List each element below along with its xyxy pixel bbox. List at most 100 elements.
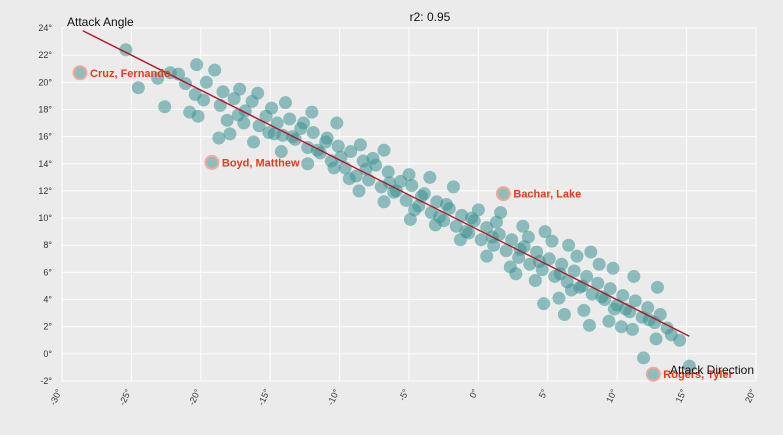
y-tick-label: 10° — [38, 213, 52, 223]
data-point — [306, 126, 320, 140]
data-point — [297, 116, 311, 130]
data-point — [233, 82, 247, 96]
data-point — [433, 210, 447, 224]
x-axis-title: Attack Direction — [670, 363, 754, 377]
data-point — [532, 255, 546, 269]
data-point — [327, 161, 341, 175]
data-point — [642, 313, 656, 327]
data-point — [577, 303, 591, 317]
data-point — [344, 145, 358, 159]
data-point — [592, 257, 606, 271]
highlight-label: Rogers, Tyler — [663, 369, 733, 381]
data-point — [366, 151, 380, 165]
data-point — [562, 238, 576, 252]
data-point — [553, 267, 567, 281]
data-point — [591, 276, 605, 290]
data-point — [449, 219, 463, 233]
y-tick-label: 14° — [38, 159, 52, 169]
y-axis-ticks: -2° 0° 2° 4° 6° 8° 10° 12° 14° 16° 18° 20° 22° 24° — [38, 23, 52, 386]
highlight-point — [645, 366, 661, 382]
highlight-point — [204, 154, 220, 170]
data-point — [653, 307, 667, 321]
data-point — [582, 318, 596, 332]
y-tick-label: -2° — [40, 376, 52, 386]
data-point — [353, 138, 367, 152]
highlight-point — [72, 65, 88, 81]
data-point — [616, 288, 630, 302]
data-point — [545, 234, 559, 248]
y-tick-label: 0° — [43, 349, 52, 359]
highlighted-players: Cruz, Fernando Boyd, Matthew Bachar, Lake R… — [72, 65, 733, 382]
x-tick-label: -15° — [256, 387, 272, 407]
data-point — [265, 101, 279, 115]
data-point — [480, 221, 494, 235]
data-point — [499, 244, 513, 258]
data-point — [480, 249, 494, 263]
data-point — [607, 302, 621, 316]
data-point — [131, 81, 145, 95]
data-point — [584, 245, 598, 259]
data-point — [682, 359, 696, 373]
data-point — [664, 328, 678, 342]
data-point — [405, 178, 419, 192]
data-point — [362, 173, 376, 187]
y-tick-label: 8° — [43, 240, 52, 250]
data-point — [509, 267, 523, 281]
data-point — [119, 43, 133, 57]
data-point — [220, 113, 234, 127]
x-tick-label: 5° — [537, 387, 550, 399]
y-tick-label: 16° — [38, 132, 52, 142]
data-point — [528, 274, 542, 288]
y-axis-title: Attack Angle — [67, 15, 134, 29]
data-point — [464, 211, 478, 225]
data-point — [602, 314, 616, 328]
data-point — [252, 119, 266, 133]
data-point — [538, 225, 552, 239]
x-tick-label: -10° — [325, 387, 341, 407]
data-point — [521, 230, 535, 244]
data-point — [334, 150, 348, 164]
data-point — [474, 233, 488, 247]
y-tick-label: 18° — [38, 104, 52, 114]
data-point — [446, 180, 460, 194]
y-tick-label: 20° — [38, 77, 52, 87]
data-point — [305, 105, 319, 119]
data-point — [603, 282, 617, 296]
data-point — [352, 184, 366, 198]
data-point — [614, 320, 628, 334]
y-tick-label: 12° — [38, 186, 52, 196]
data-point — [208, 63, 222, 77]
data-point — [310, 143, 324, 157]
data-point — [557, 307, 571, 321]
data-point — [650, 280, 664, 294]
data-point — [278, 96, 292, 110]
y-tick-label: 2° — [43, 322, 52, 332]
highlight-label: Boyd, Matthew — [222, 157, 300, 169]
data-point — [151, 71, 165, 85]
data-point — [570, 249, 584, 263]
x-tick-label: -30° — [48, 387, 64, 407]
trend-line — [82, 30, 690, 337]
chart-title: r2: 0.95 — [410, 10, 451, 24]
data-point — [213, 98, 227, 112]
data-point — [251, 86, 265, 100]
data-point — [516, 219, 530, 233]
grid-lines — [61, 27, 757, 382]
data-point — [628, 294, 642, 308]
data-point — [223, 127, 237, 141]
data-point — [320, 131, 334, 145]
data-point — [331, 139, 345, 153]
y-tick-label: 6° — [43, 267, 52, 277]
data-point — [247, 135, 261, 149]
data-point — [283, 112, 297, 126]
x-tick-label: 15° — [674, 387, 689, 404]
data-point — [199, 75, 213, 89]
x-axis-ticks: -30° -25° -20° -15° -10° -5° 0° 5° 10° 15° 20° — [48, 387, 758, 407]
data-point — [342, 172, 356, 186]
data-point — [377, 143, 391, 157]
data-point — [330, 116, 344, 130]
x-tick-label: -20° — [187, 387, 203, 407]
data-point — [552, 291, 566, 305]
data-point — [637, 351, 651, 365]
